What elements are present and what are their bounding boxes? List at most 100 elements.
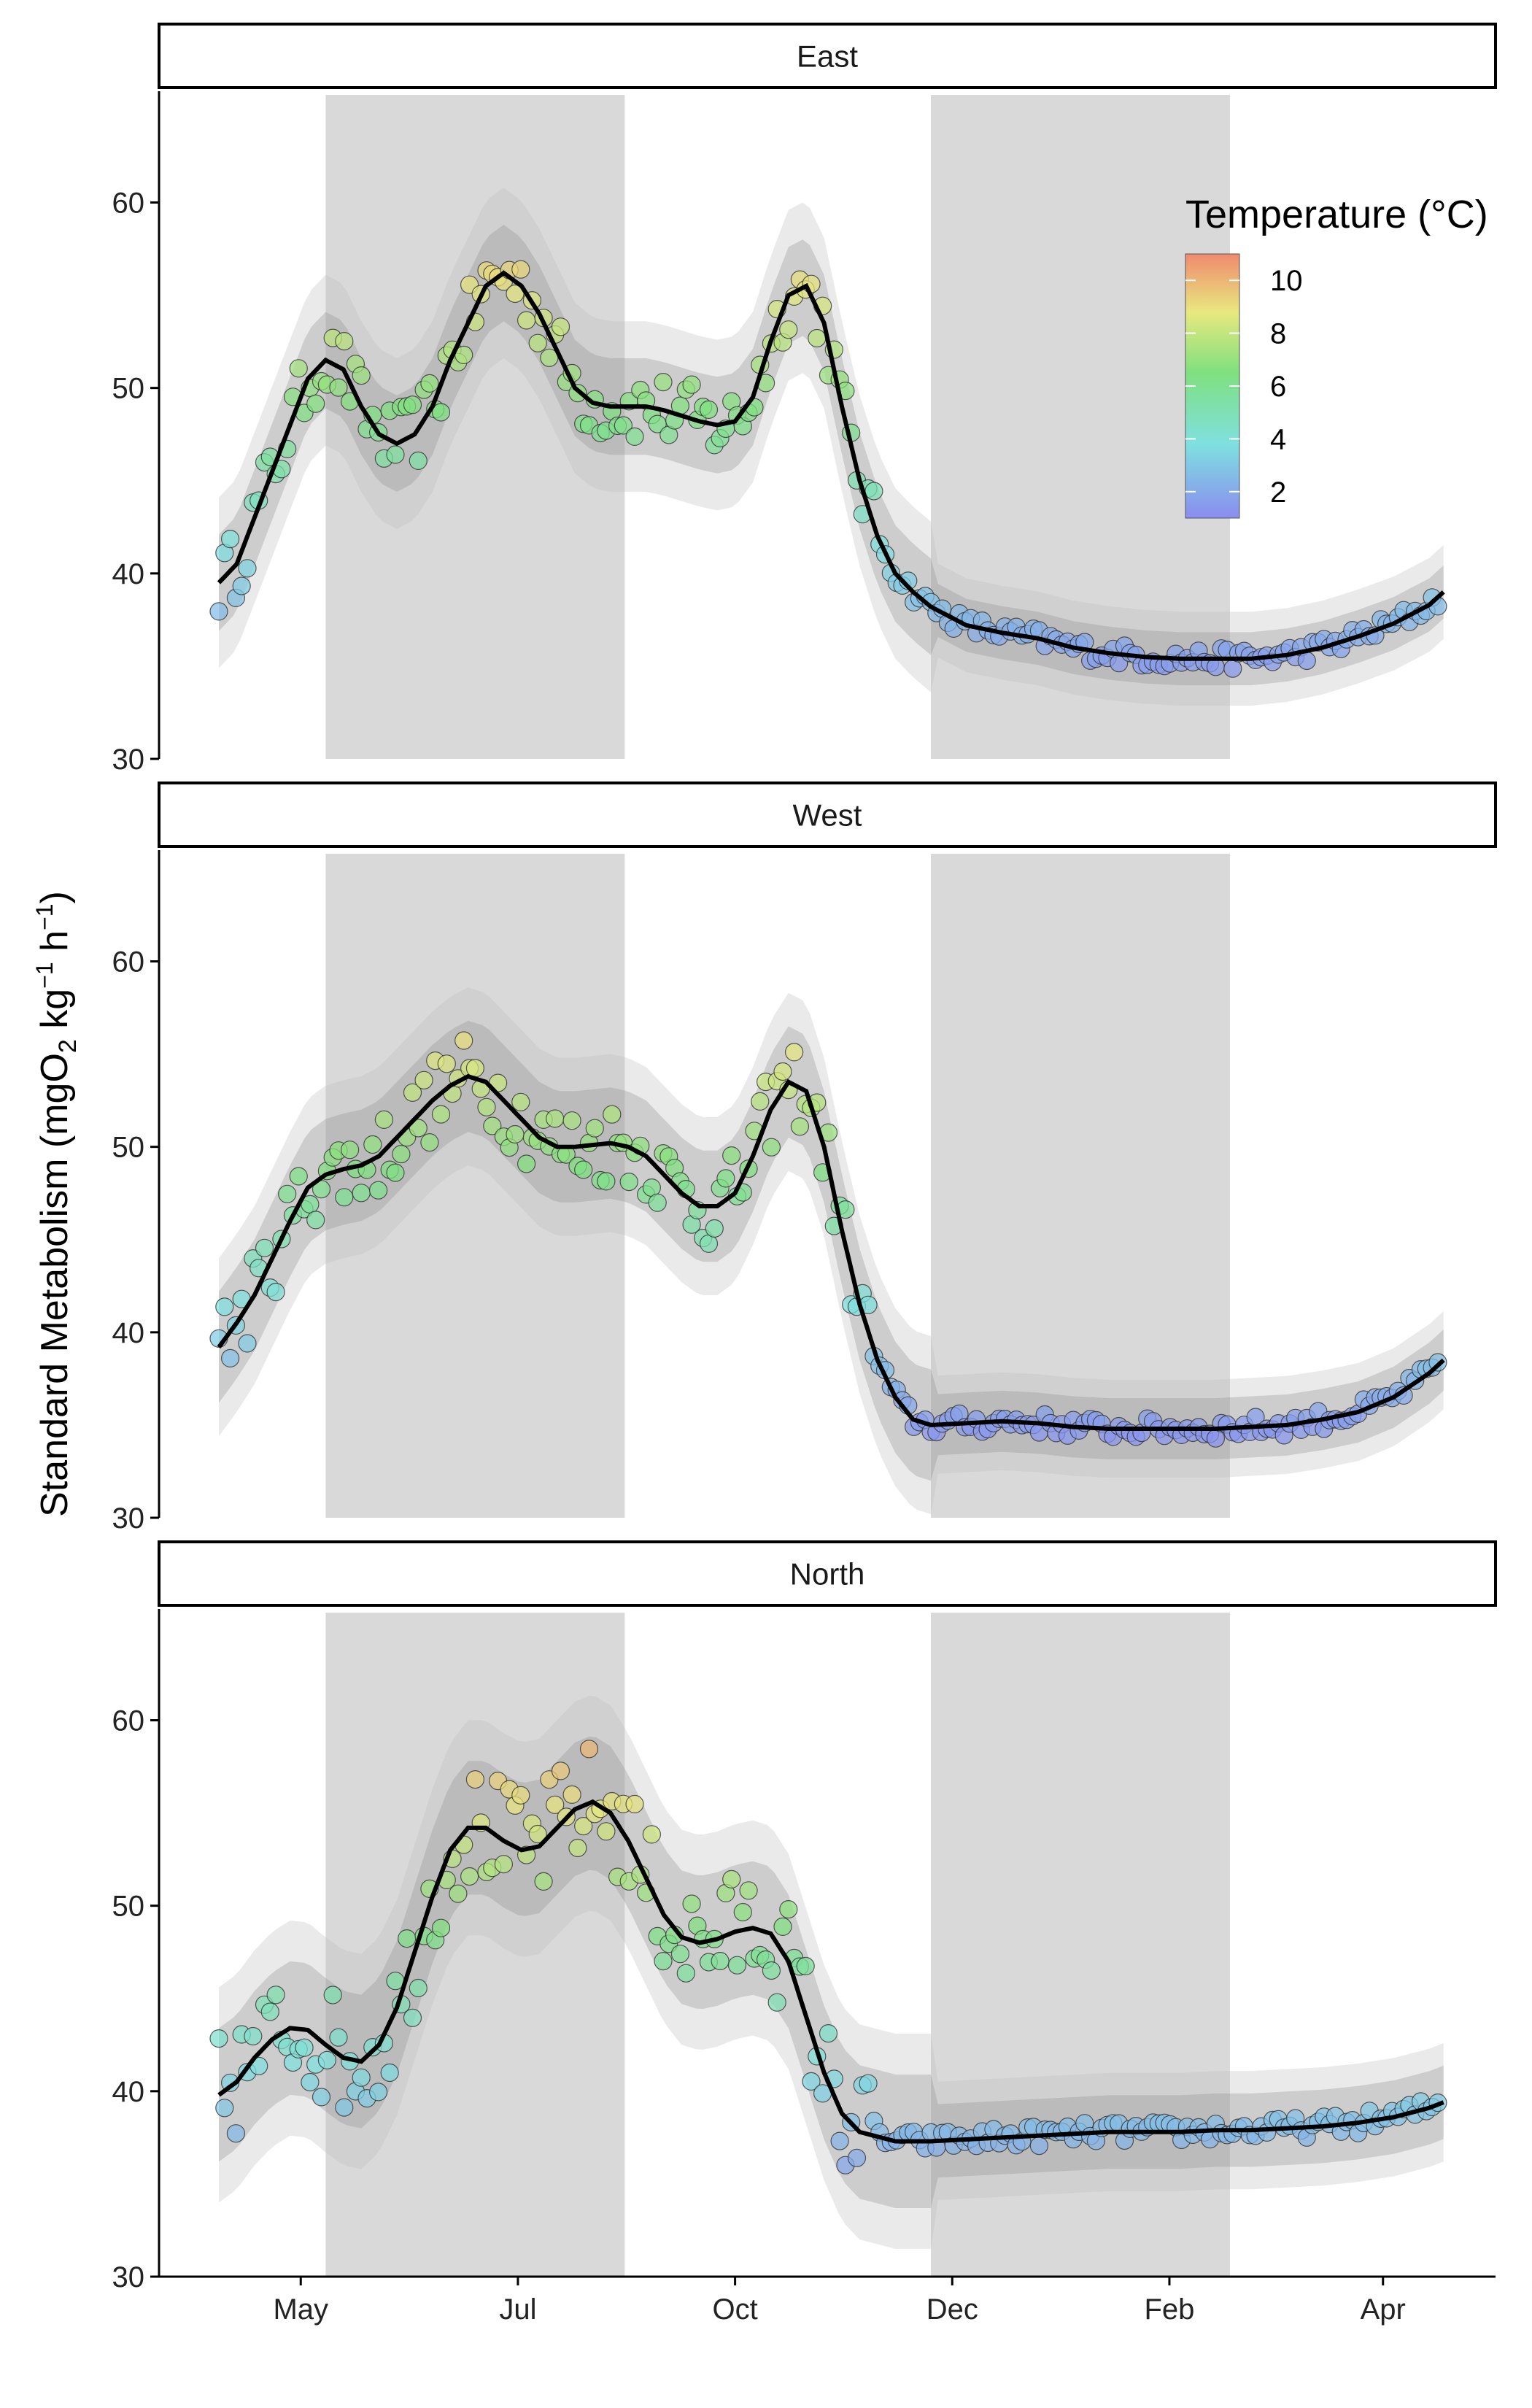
data-point [574,1160,593,1179]
data-point [762,1138,781,1157]
data-point [603,1105,622,1124]
panels-layer: East 30 40 50 60 West 30 40 50 60 North 30 40 50 60 [112,23,1497,2293]
data-point [847,2148,867,2167]
data-point [597,1172,616,1191]
x-tick-label: Feb [1144,2293,1194,2326]
data-point [767,1993,786,2012]
data-point [368,1181,388,1200]
confidence-band-outer [219,1695,1444,2249]
panel-strip-label: North [790,1557,865,1591]
legend-title: Temperature (°C) [1185,193,1488,236]
shaded-period [325,1613,625,2277]
data-point [654,1952,673,1971]
data-point [551,317,570,336]
data-point [751,1092,770,1111]
data-point [562,1111,581,1130]
data-point [414,1070,433,1089]
x-tick-label: Apr [1361,2293,1406,2326]
data-point [625,427,644,447]
data-point [808,328,827,348]
data-point [802,274,821,293]
data-point [733,1902,752,1922]
shaded-period [931,1613,1230,2277]
data-point [579,1740,599,1759]
data-point [278,1184,297,1203]
colorbar-tick-label: 2 [1270,476,1286,509]
data-point [511,1786,530,1805]
data-point [335,1188,354,1207]
data-point [386,1163,405,1182]
fitted-curve [217,1799,1444,2144]
data-point [779,1900,798,1919]
data-point [790,1117,810,1136]
colorbar-ticks: 2 4 6 8 10 [1185,265,1303,509]
data-point [437,1054,456,1073]
data-point [625,1794,644,1813]
panel-strip [158,782,1497,848]
data-point [329,378,348,397]
data-point [562,1785,581,1804]
data-point [409,1978,428,1998]
data-point [506,1124,525,1144]
data-point [341,1141,360,1159]
data-point [534,1872,553,1891]
data-point [1029,2137,1049,2156]
data-point [398,1929,417,1948]
data-point [585,1119,604,1138]
y-tick-label: 50 [112,1891,145,1923]
data-point [403,395,422,414]
data-point [352,366,371,385]
data-point [209,602,228,621]
data-point [676,1964,695,1983]
data-point [739,1881,758,1900]
data-point [648,1193,667,1212]
x-tick-label: Dec [926,2293,978,2326]
data-point [722,1146,741,1165]
data-point [773,1062,792,1081]
data-point [699,400,719,420]
data-point [705,1219,724,1238]
panel-west: West 30 40 50 60 [112,782,1497,1535]
panel-strip [158,23,1497,89]
data-point [722,1869,741,1888]
data-point [796,1956,815,1975]
data-point [232,576,251,595]
y-tick-label: 40 [112,558,145,590]
data-point [409,1119,428,1138]
data-point [597,1822,616,1841]
confidence-band-outer [219,987,1444,1514]
y-tick-label: 60 [112,188,145,220]
data-point [244,2026,263,2046]
data-point [528,1824,547,1844]
fitted-curve [217,1073,1445,1431]
panel-north: North 30 40 50 60 [112,1540,1497,2293]
data-point [727,1956,747,1975]
data-point [215,2099,234,2118]
data-point [762,1961,781,1980]
colorbar-tick-label: 4 [1270,423,1286,455]
colorbar-tick-label: 6 [1270,371,1286,403]
data-point [682,1894,701,1913]
data-point [266,1282,285,1302]
data-point [546,1795,565,1814]
data-point [494,1855,514,1874]
data-point [465,1770,485,1789]
data-point [306,1211,325,1230]
data-point [460,1867,479,1886]
data-point [403,2008,422,2027]
data-point [449,1884,468,1903]
data-point [670,1945,690,1964]
data-point [295,2038,314,2057]
data-point [329,2028,348,2047]
data-point [215,1297,234,1316]
data-point [1297,651,1316,671]
data-point [209,2029,228,2048]
data-point [431,1105,451,1124]
data-point [431,403,451,422]
data-point [454,1031,473,1050]
data-point [802,2072,821,2091]
y-axis-label: Standard Metabolism (mgO2 kg−1 h−1) [31,891,82,1517]
data-point [830,2131,849,2150]
data-point [238,559,257,578]
y-tick-label: 30 [112,1502,145,1535]
